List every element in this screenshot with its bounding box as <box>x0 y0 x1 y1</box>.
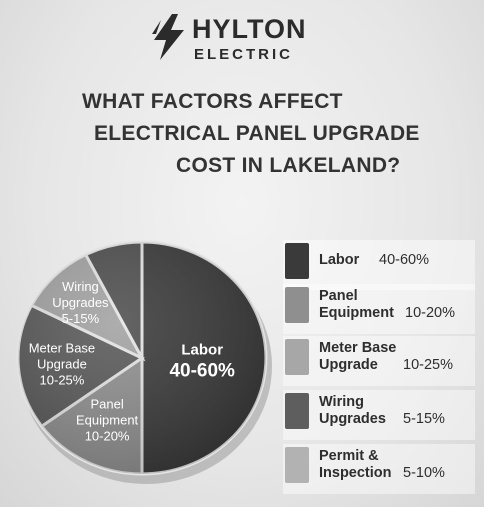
slice-label: Upgrades <box>52 295 109 310</box>
slice-range-label: 40-60% <box>169 360 235 381</box>
slice-label: Wiring <box>62 279 99 294</box>
slice-range-label: 10-20% <box>85 429 130 444</box>
legend-swatch <box>285 287 309 323</box>
legend-item: Panel Equipment 10-20% <box>283 284 475 334</box>
slice-label: Meter Base <box>29 341 95 356</box>
legend-range: 10-20% <box>405 305 455 321</box>
legend-swatch <box>285 339 309 375</box>
legend-range: 5-10% <box>403 465 445 481</box>
slice-label: Panel <box>90 397 123 412</box>
slice-label: Equipment <box>76 413 139 428</box>
legend-item: Permit & Inspection 5-10% <box>283 444 475 494</box>
legend-swatch <box>285 243 309 279</box>
legend-range: 5-15% <box>403 411 445 427</box>
legend-label: Panel <box>319 288 358 304</box>
slice-range-label: 5-15% <box>62 311 100 326</box>
brand-name: HYLTON <box>192 14 307 44</box>
legend-range: 40-60% <box>379 252 429 268</box>
legend-swatch <box>285 447 309 483</box>
lightning-bolt-icon <box>152 14 184 60</box>
legend-label: Upgrade <box>319 357 378 373</box>
slice-range-label: 10-25% <box>40 373 85 388</box>
legend-range: 10-25% <box>403 357 453 373</box>
legend-label: Wiring <box>319 394 364 410</box>
legend-label: Meter Base <box>319 340 397 356</box>
title-line-1: WHAT FACTORS AFFECT <box>82 90 343 113</box>
brand-logo: HYLTON ELECTRIC <box>150 12 350 64</box>
title-line-2: ELECTRICAL PANEL UPGRADE <box>94 122 420 145</box>
legend-label: Labor <box>319 252 360 268</box>
legend-item: Meter Base Upgrade 10-25% <box>283 336 475 386</box>
slice-label: Labor <box>181 341 223 358</box>
legend-label: Inspection <box>319 465 392 481</box>
slice-label: Upgrade <box>37 357 87 372</box>
title-line-3: COST IN LAKELAND? <box>176 154 401 177</box>
legend-label: Equipment <box>319 305 394 321</box>
brand-subtitle: ELECTRIC <box>194 46 293 63</box>
legend-label: Upgrades <box>319 411 386 427</box>
legend-swatch <box>285 393 309 429</box>
legend-item: Labor 40-60% <box>283 240 475 290</box>
legend-item: Wiring Upgrades 5-15% <box>283 390 475 440</box>
legend-label: Permit & <box>319 448 379 464</box>
